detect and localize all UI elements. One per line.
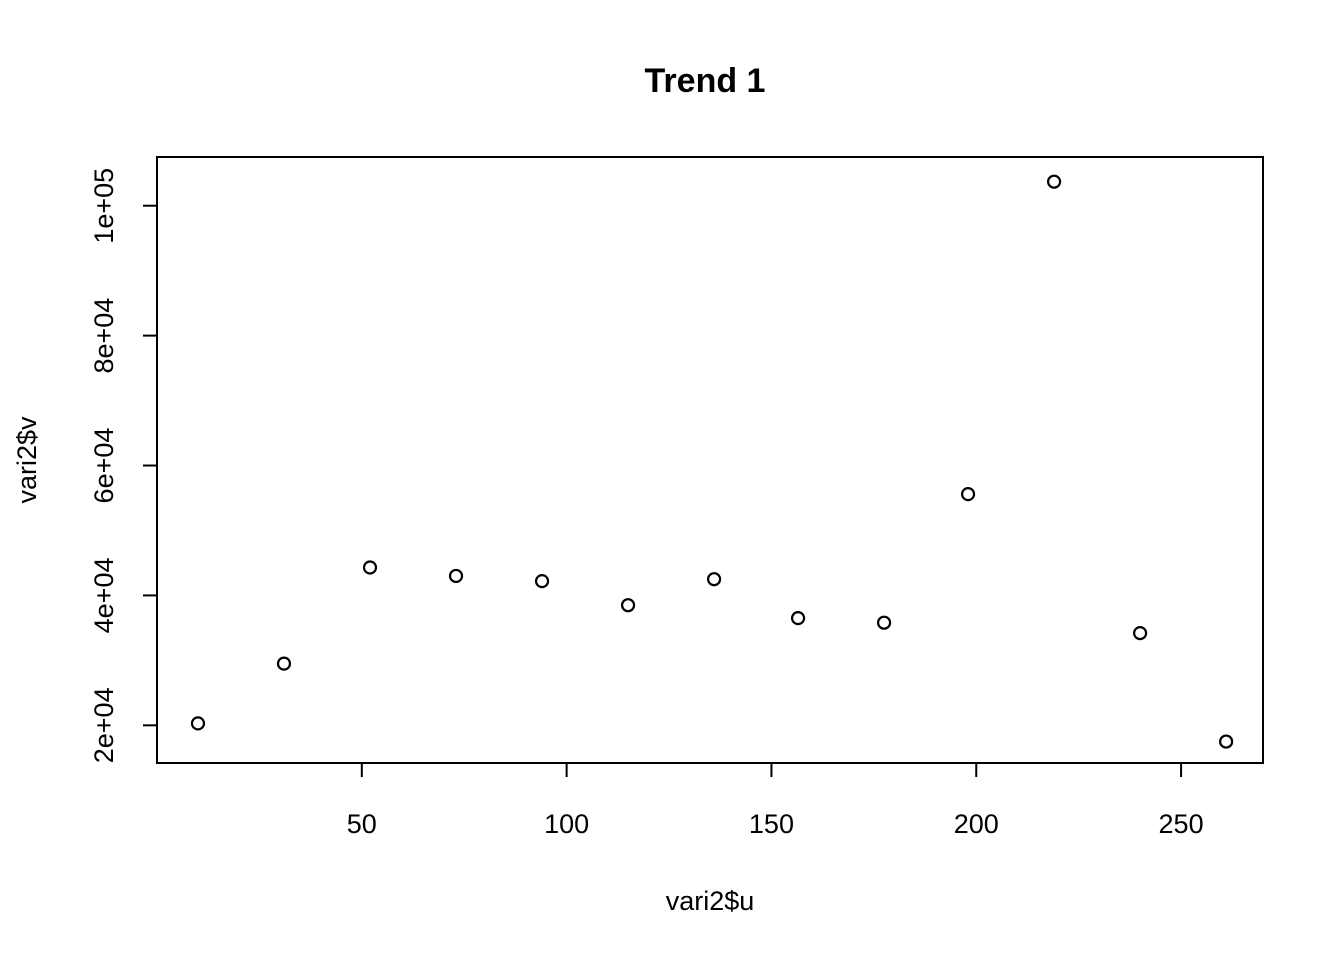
- data-point: [876, 615, 892, 630]
- data-point: [190, 716, 206, 731]
- plot-frame: [156, 156, 1264, 764]
- x-tick-label: 50: [347, 809, 377, 839]
- y-tick-label: 8e+04: [89, 298, 119, 374]
- x-axis: 50 100 150 200 250: [347, 762, 1204, 839]
- data-point: [534, 574, 550, 589]
- y-tick-label: 1e+05: [89, 168, 119, 244]
- y-tick-label: 2e+04: [89, 687, 119, 763]
- data-points: [190, 174, 1234, 749]
- y-tick-label: 4e+04: [89, 558, 119, 634]
- chart-title: Trend 1: [645, 62, 766, 100]
- y-tick-label: 6e+04: [89, 428, 119, 504]
- data-point: [960, 486, 976, 502]
- data-point: [1046, 174, 1062, 189]
- y-axis-label: vari2$v: [12, 416, 42, 504]
- data-point: [276, 656, 292, 671]
- data-point: [790, 611, 806, 626]
- x-axis-label: vari2$u: [666, 886, 755, 916]
- x-tick-label: 150: [749, 809, 794, 839]
- data-point: [362, 560, 378, 575]
- data-point: [706, 572, 722, 587]
- data-point: [1219, 734, 1234, 749]
- y-axis: 2e+04 4e+04 6e+04 8e+04 1e+05: [89, 168, 158, 763]
- data-point: [448, 568, 464, 584]
- x-tick-label: 100: [544, 809, 589, 839]
- x-tick-label: 200: [954, 809, 999, 839]
- x-tick-label: 250: [1159, 809, 1204, 839]
- data-point: [620, 598, 636, 613]
- data-point: [1133, 625, 1148, 641]
